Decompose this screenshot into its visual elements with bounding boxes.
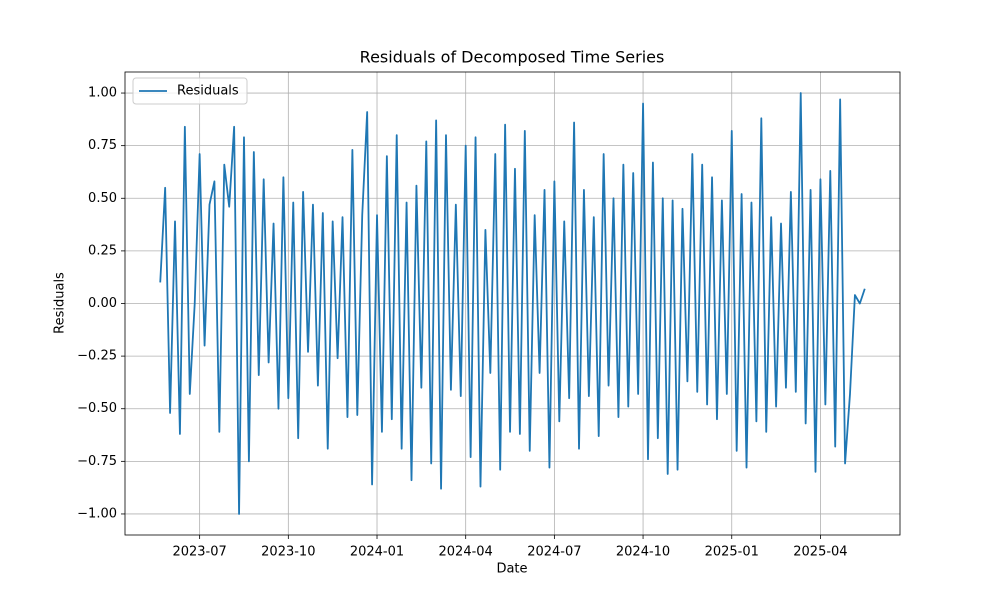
x-tick-label: 2025-01 [705, 545, 759, 560]
x-tick-label: 2024-04 [439, 545, 493, 560]
x-tick-label: 2024-01 [350, 545, 404, 560]
x-tick-label: 2023-10 [261, 545, 315, 560]
y-tick-label: −1.00 [77, 506, 117, 521]
y-tick-label: 0.25 [88, 243, 117, 258]
x-tick-label: 2024-07 [527, 545, 581, 560]
x-tick-label: 2025-04 [793, 545, 847, 560]
y-tick-label: −0.25 [77, 349, 117, 364]
legend-label: Residuals [177, 84, 239, 99]
chart-title: Residuals of Decomposed Time Series [360, 48, 665, 67]
y-tick-label: 0.50 [88, 191, 117, 206]
x-tick-label: 2023-07 [172, 545, 226, 560]
plot-frame [124, 71, 901, 536]
y-tick-label: −0.50 [77, 401, 117, 416]
y-tick-label: −0.75 [77, 454, 117, 469]
legend-box [132, 77, 248, 105]
y-tick-label: 1.00 [88, 86, 117, 101]
y-tick-label: 0.00 [88, 296, 117, 311]
data-line [159, 92, 866, 515]
x-tick-label: 2024-10 [616, 545, 670, 560]
y-tick-label: 0.75 [88, 138, 117, 153]
y-axis-label: Residuals [53, 272, 68, 334]
x-axis-label: Date [496, 562, 527, 577]
